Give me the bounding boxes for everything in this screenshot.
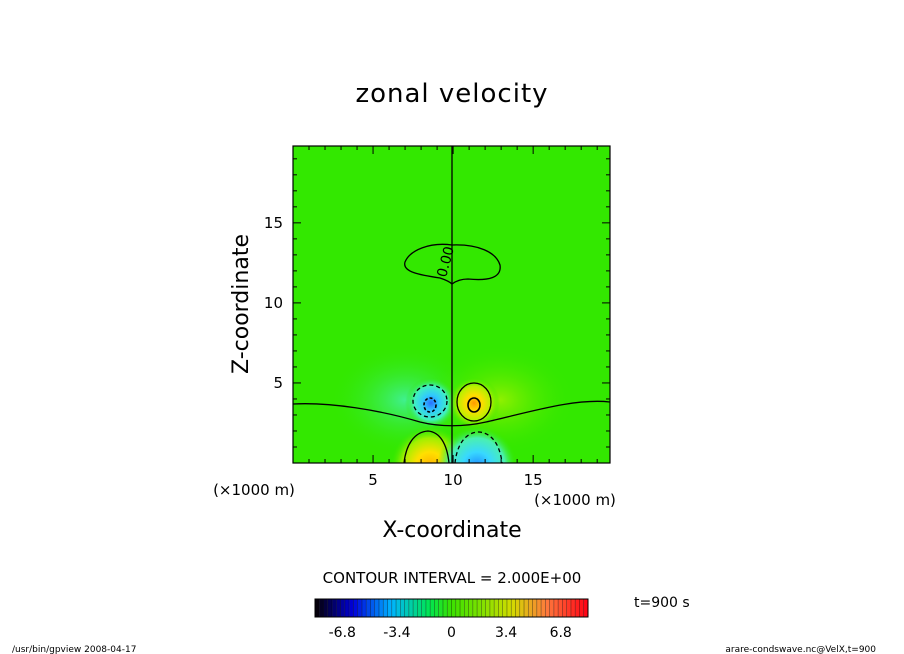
colorbar-cell: [357, 599, 362, 617]
colorbar-cell: [536, 599, 542, 617]
contour-max-upper-outer: [456, 382, 492, 422]
x-unit-left: (×1000 m): [213, 481, 295, 499]
colorbar-cell: [494, 599, 499, 617]
colorbar-cell: [383, 599, 388, 617]
contour-max-upper-inner: [467, 397, 481, 413]
x-tick-label: 15: [524, 471, 543, 489]
colorbar-cell: [558, 599, 563, 617]
colorbar-cell: [489, 599, 495, 617]
colorbar-cell: [323, 599, 328, 617]
colorbar-cell: [455, 599, 461, 617]
colorbar-cell: [366, 599, 371, 617]
field-min-lower: [437, 418, 517, 463]
colorbar-cell: [391, 599, 397, 617]
colorbar-cell: [502, 599, 507, 617]
y-tick-label: 10: [264, 294, 283, 312]
contour-min-upper-inner: [423, 397, 437, 413]
colorbar-tick-label: 0: [447, 625, 456, 641]
colorbar-cell: [349, 599, 354, 617]
contour-label: 0.00: [434, 245, 458, 279]
colorbar-cell: [404, 599, 409, 617]
y-axis-label: Z-coordinate: [229, 234, 254, 374]
colorbar-cell: [353, 599, 358, 617]
colorbar-cell: [430, 599, 435, 617]
colorbar-cell: [442, 599, 448, 617]
colorbar-cell: [417, 599, 422, 617]
colorbar-cell: [361, 599, 367, 617]
colorbar-cell: [315, 599, 320, 617]
colorbar-cell: [532, 599, 537, 617]
colorbar-cell: [370, 599, 375, 617]
colorbar-cell: [413, 599, 418, 617]
colorbar-cell: [451, 599, 456, 617]
colorbar-cell: [460, 599, 465, 617]
colorbar-cell: [583, 599, 588, 617]
colorbar-cell: [575, 599, 580, 617]
colorbar-cell: [468, 599, 473, 617]
x-tick-label: 5: [368, 471, 378, 489]
colorbar-cell: [425, 599, 431, 617]
colorbar-tick-label: -6.8: [329, 625, 356, 641]
colorbar-cell: [579, 599, 584, 617]
colorbar-cell: [541, 599, 546, 617]
contour-interval: CONTOUR INTERVAL = 2.000E+00: [323, 569, 582, 587]
colorbar-cell: [319, 599, 324, 617]
colorbar-cell: [528, 599, 533, 617]
colorbar-cell: [344, 599, 350, 617]
colorbar-cell: [374, 599, 379, 617]
contours: [293, 146, 610, 463]
contour-min-lower: [454, 431, 503, 463]
colorbar-cell: [327, 599, 333, 617]
chart-title: zonal velocity: [355, 79, 548, 109]
colorbar-cell: [515, 599, 520, 617]
colorbar-cell: [566, 599, 571, 617]
colorbar-cell: [485, 599, 490, 617]
colorbar-cell: [332, 599, 337, 617]
colorbar-cell: [400, 599, 405, 617]
colorbar-cell: [472, 599, 478, 617]
colorbar-cell: [464, 599, 469, 617]
colorbar-tick-label: -3.4: [383, 625, 410, 641]
time-label: t=900 s: [634, 595, 690, 611]
colorbar-cell: [336, 599, 341, 617]
colorbar-cell: [519, 599, 525, 617]
colorbar-cell: [506, 599, 512, 617]
plot-area: 0.00: [293, 146, 610, 463]
contour-min-upper-outer: [412, 384, 448, 418]
colorbar-cell: [477, 599, 482, 617]
colorbar: -6.8 -3.4 0 3.4 6.8: [314, 598, 589, 641]
colorbar-cell: [545, 599, 550, 617]
colorbar-cell: [447, 599, 452, 617]
colorbar-cell: [434, 599, 439, 617]
colorbar-cell: [570, 599, 576, 617]
colorbar-cell: [438, 599, 443, 617]
colorbar-cell: [408, 599, 414, 617]
colorbar-cell: [498, 599, 503, 617]
colorbar-cell: [387, 599, 392, 617]
x-axis-label: X-coordinate: [382, 518, 521, 543]
zero-contour-arc: [293, 400, 610, 427]
y-tick-label: 15: [264, 214, 283, 232]
colorbar-cell: [340, 599, 345, 617]
footer-right: arare-condswave.nc@VelX,t=900: [725, 645, 876, 654]
x-tick-label: 10: [444, 471, 463, 489]
colorbar-cell: [549, 599, 554, 617]
colorbar-cell: [553, 599, 559, 617]
colorbar-cell: [421, 599, 426, 617]
colorbar-cell: [524, 599, 529, 617]
footer-left: /usr/bin/gpview 2008-04-17: [12, 645, 136, 654]
colorbar-tick-label: 6.8: [550, 625, 572, 641]
colorbar-cell: [378, 599, 384, 617]
colorbar-cell: [511, 599, 516, 617]
colorbar-cell: [481, 599, 486, 617]
colorbar-tick-label: 3.4: [495, 625, 517, 641]
colorbar-cell: [562, 599, 567, 617]
y-tick-label: 5: [273, 374, 283, 392]
zero-contour-closed: [404, 243, 501, 285]
contour-max-lower: [403, 430, 450, 463]
plot-frame: 5 10 15 5 10 15: [264, 145, 611, 489]
x-unit-right: (×1000 m): [534, 491, 616, 509]
colorbar-cell: [396, 599, 401, 617]
